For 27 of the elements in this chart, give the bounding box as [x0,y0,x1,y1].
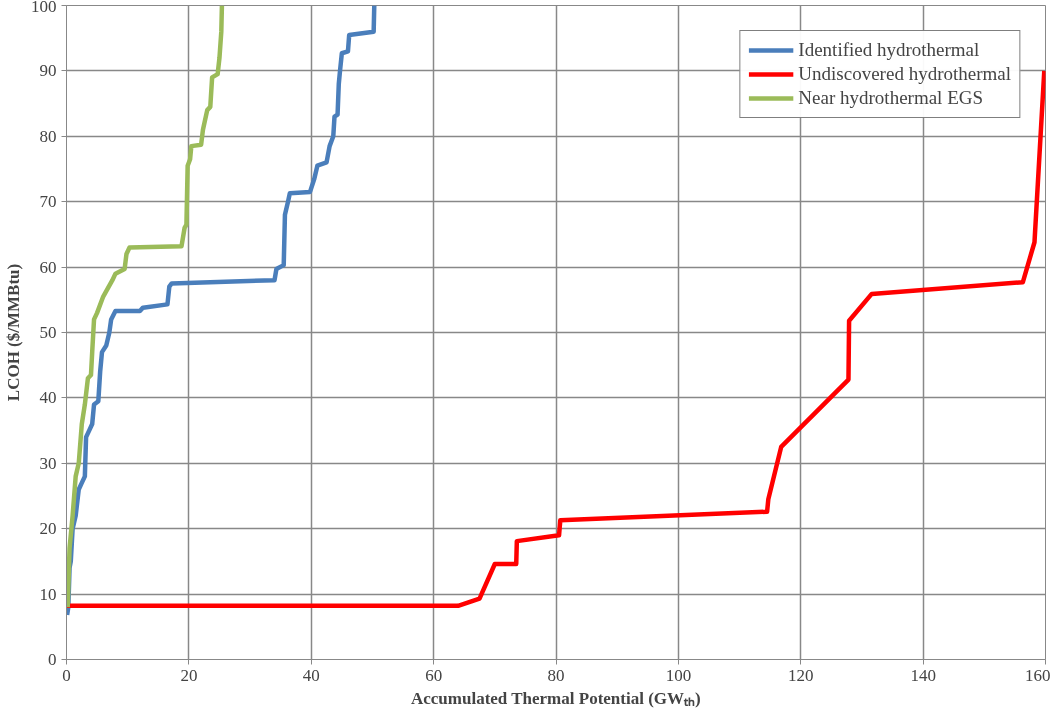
legend-label: Identified hydrothermal [798,39,980,61]
y-tick-label: 70 [39,192,57,212]
y-tick-label: 50 [39,323,57,342]
y-tick-label: 80 [39,126,57,146]
y-tick-label: 40 [39,388,57,408]
y-tick-label: 10 [39,584,57,604]
y-tick-label: 0 [48,650,57,669]
x-tick-label: 80 [547,665,565,685]
x-tick-label: 20 [180,665,198,685]
legend-label: Undiscovered hydrothermal [798,63,1011,85]
legend-label: Near hydrothermal EGS [798,87,984,109]
x-tick-label: 140 [910,665,936,685]
x-tick-label: 40 [302,665,320,685]
x-tick-label: 60 [425,665,443,685]
y-axis-title: LCOH ($/MMBtu) [4,263,23,402]
line-series [66,68,1046,609]
x-axis-title: Accumulated Thermal Potential (GWₜₕ) [410,688,701,708]
x-tick-label: 100 [665,665,692,685]
x-tick-label: 0 [62,665,71,685]
line-series [66,5,225,610]
y-tick-label: 60 [39,257,57,277]
y-tick-label: 100 [31,0,57,16]
y-tick-label: 30 [39,453,57,473]
y-tick-label: 20 [39,519,57,539]
y-tick-label: 90 [39,61,57,81]
x-tick-label: 120 [788,665,814,685]
x-tick-label: 160 [1025,665,1051,685]
